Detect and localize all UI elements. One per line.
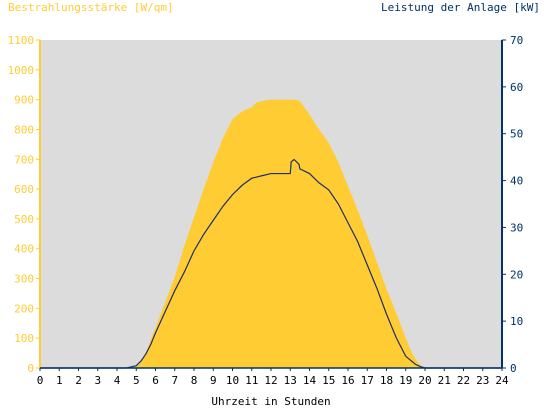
right-tick-label: 60 [510,81,523,94]
left-tick-label: 900 [14,94,34,107]
left-tick-label: 1000 [8,64,35,77]
right-tick-label: 20 [510,268,523,281]
x-tick-label: 13 [284,374,297,387]
x-tick-label: 1 [56,374,63,387]
right-axis-title: Leistung der Anlage [kW] [381,1,540,14]
right-tick-label: 50 [510,128,523,141]
right-tick-label: 70 [510,34,523,47]
left-tick-label: 100 [14,332,34,345]
left-tick-label: 800 [14,123,34,136]
x-tick-label: 11 [245,374,258,387]
right-tick-label: 0 [510,362,517,375]
x-tick-label: 22 [457,374,470,387]
x-tick-label: 23 [476,374,489,387]
left-tick-label: 0 [27,362,34,375]
x-tick-label: 18 [380,374,393,387]
x-tick-label: 0 [37,374,44,387]
x-tick-label: 12 [264,374,277,387]
left-axis-title: Bestrahlungsstärke [W/qm] [8,1,174,14]
x-tick-label: 21 [438,374,451,387]
left-tick-label: 700 [14,153,34,166]
x-axis-title: Uhrzeit in Stunden [211,395,330,408]
x-tick-label: 2 [75,374,82,387]
left-tick-label: 1100 [8,34,35,47]
power-line [40,158,502,369]
x-tick-label: 24 [495,374,509,387]
left-tick-label: 400 [14,243,34,256]
x-tick-label: 6 [152,374,159,387]
right-tick-label: 10 [510,315,523,328]
x-tick-label: 7 [171,374,178,387]
x-tick-label: 3 [94,374,101,387]
left-tick-label: 500 [14,213,34,226]
x-tick-label: 14 [303,374,317,387]
left-tick-label: 600 [14,183,34,196]
x-tick-label: 19 [399,374,412,387]
ticks-layer: 0100200300400500600700800900100011000102… [8,34,524,387]
x-tick-label: 16 [341,374,354,387]
right-tick-label: 40 [510,175,523,188]
x-tick-label: 15 [322,374,335,387]
x-tick-label: 20 [418,374,431,387]
left-tick-label: 200 [14,302,34,315]
irradiance-area [40,99,502,368]
x-tick-label: 17 [361,374,374,387]
series-layer [40,99,502,369]
x-tick-label: 4 [114,374,121,387]
x-tick-label: 10 [226,374,239,387]
x-tick-label: 9 [210,374,217,387]
right-tick-label: 30 [510,221,523,234]
x-tick-label: 8 [191,374,198,387]
left-tick-label: 300 [14,273,34,286]
x-tick-label: 5 [133,374,140,387]
